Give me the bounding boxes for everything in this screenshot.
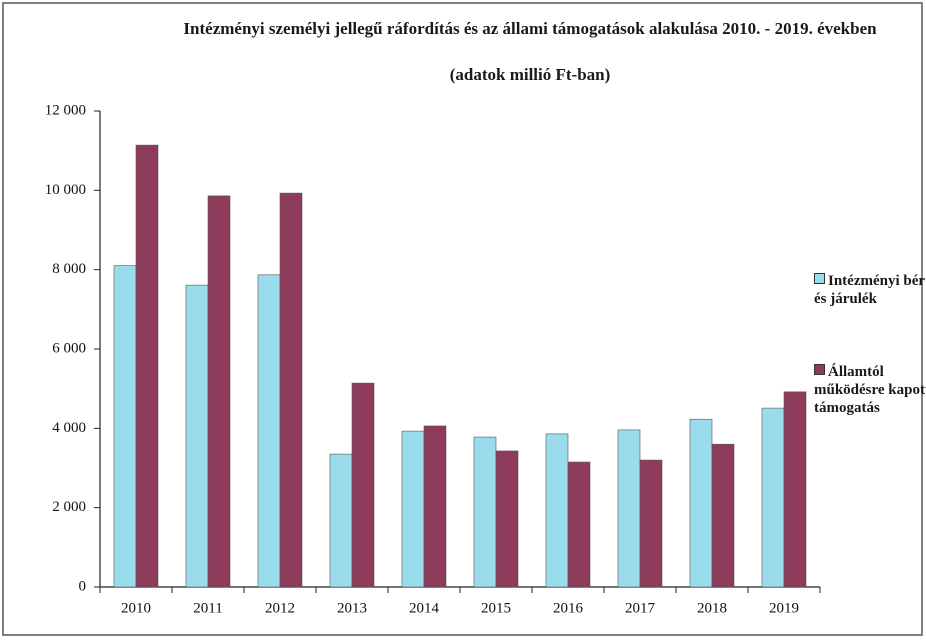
bar <box>639 459 663 588</box>
bar <box>689 418 713 588</box>
bar <box>495 450 519 588</box>
y-tick-label: 6 000 <box>52 340 86 356</box>
bar <box>473 436 497 588</box>
x-tick-label: 2010 <box>121 600 151 616</box>
x-tick-label: 2012 <box>265 600 295 616</box>
chart-subtitle: (adatok millió Ft-ban) <box>449 65 611 84</box>
bar <box>113 265 137 588</box>
x-tick-label: 2016 <box>553 600 584 616</box>
bar <box>423 425 447 588</box>
x-tick-label: 2014 <box>409 600 440 616</box>
y-tick-label: 12 000 <box>45 102 86 118</box>
bar <box>761 407 785 588</box>
bar <box>329 453 353 588</box>
bar <box>545 433 569 588</box>
bar <box>617 429 641 588</box>
y-tick-label: 0 <box>79 578 87 594</box>
legend-label: Államtól működésre kapott támogatás <box>814 364 926 416</box>
legend-entry: Intézményi bér és járulék <box>814 272 926 308</box>
y-tick-label: 4 000 <box>52 420 86 436</box>
bar <box>257 274 281 588</box>
bar <box>567 461 591 588</box>
x-tick-label: 2013 <box>337 600 367 616</box>
y-tick-label: 10 000 <box>45 182 86 198</box>
x-tick-label: 2018 <box>697 600 727 616</box>
bar <box>711 443 735 588</box>
x-tick-label: 2015 <box>481 600 511 616</box>
y-tick-label: 8 000 <box>52 261 86 277</box>
bar <box>185 284 209 588</box>
x-tick-label: 2019 <box>769 600 799 616</box>
bar <box>783 391 807 588</box>
bar <box>207 195 231 588</box>
chart-title: Intézményi személyi jellegű ráfordítás é… <box>183 19 877 38</box>
legend-entry: Államtól működésre kapott támogatás <box>814 363 926 417</box>
bar <box>279 192 303 588</box>
bar <box>401 430 425 588</box>
x-tick-label: 2011 <box>193 600 222 616</box>
y-tick-label: 2 000 <box>52 499 86 515</box>
legend-swatch <box>814 364 825 375</box>
legend-label: Intézményi bér és járulék <box>814 273 925 307</box>
bar <box>351 382 375 588</box>
legend-swatch <box>814 273 825 284</box>
x-tick-label: 2017 <box>625 600 656 616</box>
bar <box>135 144 159 588</box>
